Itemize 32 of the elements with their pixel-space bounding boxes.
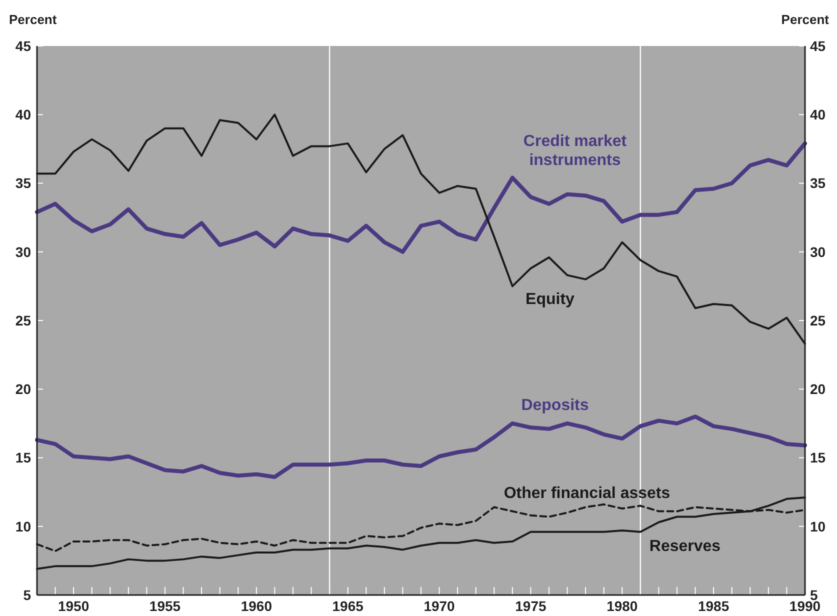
y2-tick-label: 25 [810, 312, 826, 328]
y2-tick-label: 20 [810, 381, 826, 398]
x-tick-label: 1955 [149, 598, 181, 614]
y2-tick-label: 10 [810, 518, 826, 534]
y-tick-label: 25 [15, 312, 32, 328]
y2-tick-label: 45 [810, 38, 826, 54]
x-tick-label: 1950 [58, 598, 90, 614]
y2-axis-title: Percent [781, 12, 830, 27]
x-tick-label: 1980 [606, 598, 638, 614]
y2-tick-label: 35 [810, 175, 826, 192]
y-tick-label: 40 [15, 106, 32, 123]
x-tick-label: 1970 [424, 598, 456, 614]
y-tick-label: 45 [15, 38, 32, 54]
series-label: Deposits [521, 397, 589, 414]
series-label: Equity [526, 291, 575, 308]
y2-tick-label: 15 [810, 450, 826, 466]
x-tick-label: 1975 [515, 598, 546, 614]
y-tick-label: 35 [15, 175, 32, 192]
y-tick-label: 10 [15, 518, 32, 534]
line-series [35, 414, 807, 479]
x-tick-label: 1960 [240, 598, 272, 614]
y-tick-label: 30 [15, 244, 32, 260]
x-tick-label: 1965 [332, 598, 364, 614]
y2-tick-label: 30 [810, 244, 826, 260]
y-tick-label: 20 [15, 381, 32, 398]
x-tick-label: 1985 [698, 598, 730, 614]
y-tick-label: 5 [23, 586, 32, 603]
series-label: Credit market instruments [523, 133, 628, 169]
y-axis-title: Percent [9, 12, 58, 27]
y-tick-label: 15 [15, 450, 32, 466]
y2-tick-label: 40 [810, 106, 826, 123]
series-label: Reserves [649, 538, 721, 555]
